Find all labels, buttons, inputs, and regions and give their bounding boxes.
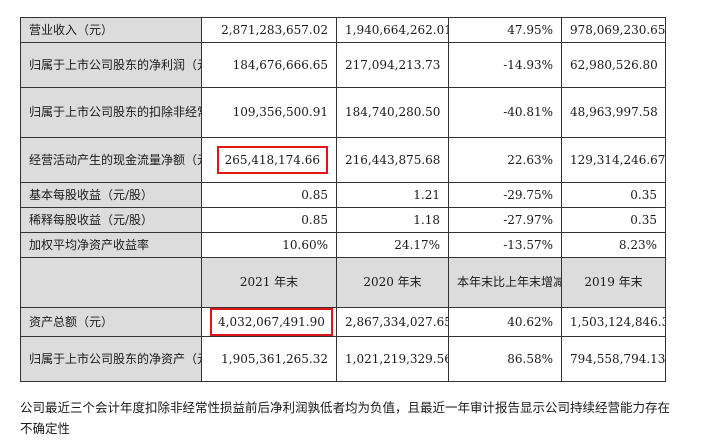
cell-value: 1.18 — [336, 207, 449, 233]
cell-value: -13.57% — [448, 232, 562, 258]
table-row: 稀释每股收益（元/股） 0.85 1.18 -27.97% 0.35 — [20, 207, 666, 233]
row-label: 营业收入（元） — [20, 17, 202, 43]
cell-value: 0.85 — [201, 182, 337, 208]
cell-value: 109,356,500.91 — [201, 87, 337, 138]
header-cell: 2019 年末 — [561, 257, 666, 308]
cell-value: 24.17% — [336, 232, 449, 258]
cell-value: 2,871,283,657.02 — [201, 17, 337, 43]
cell-value: 129,314,246.67 — [561, 137, 666, 183]
header-cell: 2020 年末 — [336, 257, 449, 308]
cell-value: 62,980,526.80 — [561, 42, 666, 88]
row-label: 基本每股收益（元/股） — [20, 182, 202, 208]
cell-value: 0.35 — [561, 182, 666, 208]
header-cell: 2021 年末 — [201, 257, 337, 308]
table-header-row: 2021 年末 2020 年末 本年末比上年末增减 2019 年末 — [20, 257, 666, 308]
row-label: 归属于上市公司股东的净资产（元） — [20, 336, 202, 382]
header-cell-empty — [20, 257, 202, 308]
table-row: 基本每股收益（元/股） 0.85 1.21 -29.75% 0.35 — [20, 182, 666, 208]
cell-value: 22.63% — [448, 137, 562, 183]
cell-value: -27.97% — [448, 207, 562, 233]
cell-value: 1,021,219,329.56 — [336, 336, 449, 382]
red-highlight-box: 265,418,174.66 — [216, 146, 328, 174]
cell-value: 217,094,213.73 — [336, 42, 449, 88]
cell-value: 216,443,875.68 — [336, 137, 449, 183]
cell-value: 40.62% — [448, 307, 562, 337]
cell-value: 184,740,280.50 — [336, 87, 449, 138]
financial-summary-table: 营业收入（元） 2,871,283,657.02 1,940,664,262.0… — [20, 17, 666, 382]
table-row: 经营活动产生的现金流量净额（元） 265,418,174.66 216,443,… — [20, 137, 666, 183]
cell-value-highlighted: 265,418,174.66 — [201, 137, 337, 183]
cell-value: -29.75% — [448, 182, 562, 208]
cell-value: -40.81% — [448, 87, 562, 138]
table-row: 加权平均净资产收益率 10.60% 24.17% -13.57% 8.23% — [20, 232, 666, 258]
red-highlight-box: 4,032,067,491.90 — [210, 308, 333, 336]
row-label: 加权平均净资产收益率 — [20, 232, 202, 258]
cell-value: 1,940,664,262.01 — [336, 17, 449, 43]
cell-value: 8.23% — [561, 232, 666, 258]
table-row: 归属于上市公司股东的扣除非经常性损益的净利润（元） 109,356,500.91… — [20, 87, 666, 138]
cell-value: 0.35 — [561, 207, 666, 233]
row-label: 归属于上市公司股东的净利润（元） — [20, 42, 202, 88]
header-cell: 本年末比上年末增减 — [448, 257, 562, 308]
cell-value: 10.60% — [201, 232, 337, 258]
table-row: 归属于上市公司股东的净资产（元） 1,905,361,265.32 1,021,… — [20, 336, 666, 382]
table-row: 归属于上市公司股东的净利润（元） 184,676,666.65 217,094,… — [20, 42, 666, 88]
cell-value: 2,867,334,027.65 — [336, 307, 449, 337]
cell-value: 48,963,997.58 — [561, 87, 666, 138]
cell-value: 978,069,230.65 — [561, 17, 666, 43]
row-label: 稀释每股收益（元/股） — [20, 207, 202, 233]
cell-value: 1.21 — [336, 182, 449, 208]
cell-value-highlighted: 4,032,067,491.90 — [201, 307, 337, 337]
cell-value: 184,676,666.65 — [201, 42, 337, 88]
cell-value: 0.85 — [201, 207, 337, 233]
cell-value: 86.58% — [448, 336, 562, 382]
cell-value: 794,558,794.13 — [561, 336, 666, 382]
cell-value: 1,503,124,846.39 — [561, 307, 666, 337]
cell-value: 1,905,361,265.32 — [201, 336, 337, 382]
cell-value: 47.95% — [448, 17, 562, 43]
cell-value: -14.93% — [448, 42, 562, 88]
row-label: 资产总额（元） — [20, 307, 202, 337]
row-label: 经营活动产生的现金流量净额（元） — [20, 137, 202, 183]
table-row: 营业收入（元） 2,871,283,657.02 1,940,664,262.0… — [20, 17, 666, 43]
row-label: 归属于上市公司股东的扣除非经常性损益的净利润（元） — [20, 87, 202, 138]
footnote-text: 公司最近三个会计年度扣除非经常性损益前后净利润孰低者均为负值，且最近一年审计报告… — [20, 400, 671, 436]
table-row: 资产总额（元） 4,032,067,491.90 2,867,334,027.6… — [20, 307, 666, 337]
